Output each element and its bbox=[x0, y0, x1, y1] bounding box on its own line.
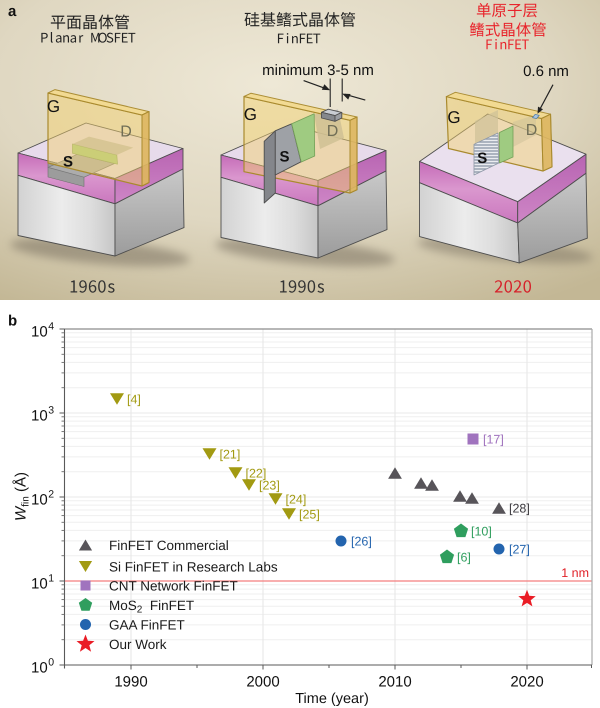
svg-text:10: 10 bbox=[31, 576, 48, 593]
svg-text:S: S bbox=[63, 154, 73, 171]
svg-text:2: 2 bbox=[48, 489, 54, 501]
svg-text:S: S bbox=[279, 149, 289, 166]
svg-text:10: 10 bbox=[31, 660, 48, 677]
svg-text:Our Work: Our Work bbox=[109, 637, 167, 652]
svg-text:CNT Network FinFET: CNT Network FinFET bbox=[109, 578, 238, 593]
svg-text:2010: 2010 bbox=[378, 674, 411, 691]
svg-text:[6]: [6] bbox=[457, 551, 471, 565]
svg-text:G: G bbox=[47, 97, 60, 116]
svg-text:10: 10 bbox=[31, 492, 48, 509]
svg-text:1 nm: 1 nm bbox=[561, 566, 589, 580]
svg-text:[10]: [10] bbox=[471, 525, 492, 539]
svg-text:[25]: [25] bbox=[299, 508, 320, 522]
svg-text:[21]: [21] bbox=[220, 448, 241, 462]
svg-text:D: D bbox=[120, 124, 132, 141]
svg-text:D: D bbox=[327, 123, 339, 140]
svg-text:D: D bbox=[526, 122, 538, 139]
svg-text:4: 4 bbox=[48, 321, 54, 333]
svg-text:10: 10 bbox=[31, 324, 48, 341]
svg-text:[24]: [24] bbox=[286, 493, 307, 507]
svg-text:[27]: [27] bbox=[509, 543, 530, 557]
svg-text:Wfin (Å): Wfin (Å) bbox=[12, 472, 32, 521]
svg-text:S: S bbox=[477, 150, 487, 167]
svg-text:[22]: [22] bbox=[246, 467, 267, 481]
svg-text:minimum 3-5 nm: minimum 3-5 nm bbox=[262, 62, 374, 79]
svg-text:2000: 2000 bbox=[246, 674, 279, 691]
svg-text:Time (year): Time (year) bbox=[295, 691, 369, 707]
svg-text:GAA FinFET: GAA FinFET bbox=[109, 617, 185, 632]
svg-text:G: G bbox=[244, 105, 257, 124]
svg-text:1: 1 bbox=[48, 573, 54, 585]
svg-text:[26]: [26] bbox=[351, 535, 372, 549]
svg-text:2020: 2020 bbox=[510, 674, 543, 691]
svg-text:[23]: [23] bbox=[259, 479, 280, 493]
svg-text:[17]: [17] bbox=[483, 433, 504, 447]
svg-text:b: b bbox=[8, 313, 17, 330]
svg-text:MoS2 FinFET: MoS2 FinFET bbox=[109, 598, 194, 616]
svg-text:0: 0 bbox=[48, 657, 54, 669]
svg-text:10: 10 bbox=[31, 408, 48, 425]
svg-text:a: a bbox=[8, 3, 17, 20]
svg-text:1990: 1990 bbox=[114, 674, 147, 691]
svg-text:[28]: [28] bbox=[509, 502, 530, 516]
svg-text:0.6 nm: 0.6 nm bbox=[523, 63, 569, 80]
svg-text:G: G bbox=[447, 108, 460, 127]
svg-text:3: 3 bbox=[48, 405, 54, 417]
svg-text:FinFET Commercial: FinFET Commercial bbox=[109, 538, 229, 553]
svg-text:Si FinFET in Research Labs: Si FinFET in Research Labs bbox=[109, 559, 278, 574]
svg-text:[4]: [4] bbox=[127, 393, 141, 407]
